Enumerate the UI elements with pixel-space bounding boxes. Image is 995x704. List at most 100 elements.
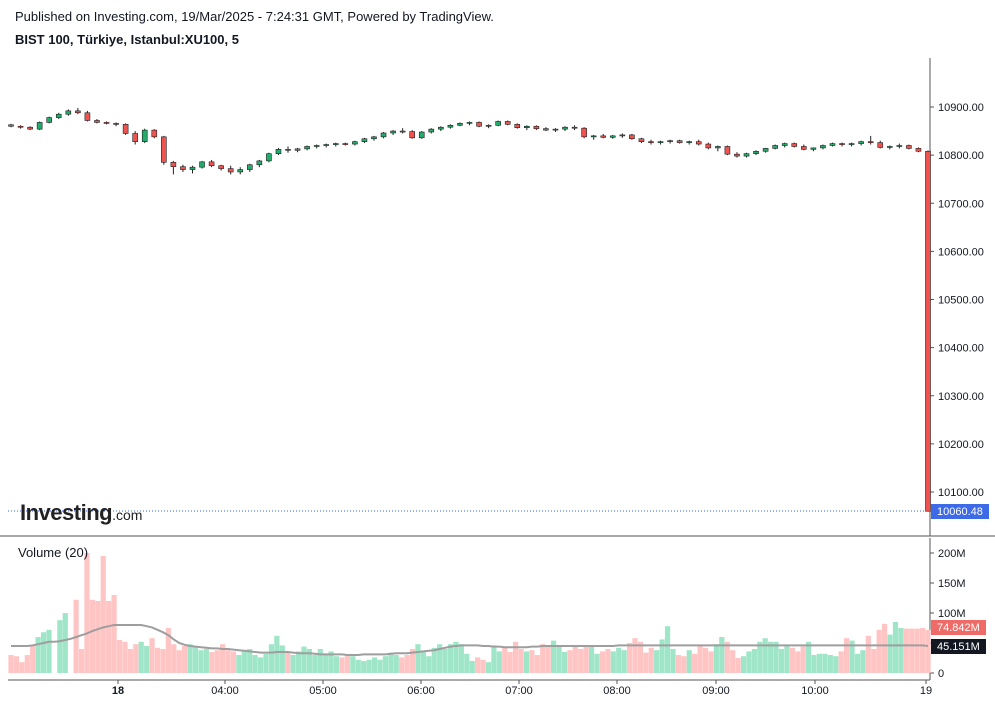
volume-bar — [404, 655, 410, 673]
volume-bar — [84, 553, 90, 673]
candle-body-up — [686, 141, 692, 143]
candle-body-down — [734, 153, 740, 157]
candle — [514, 123, 521, 129]
volume-bar — [583, 646, 589, 673]
candle — [705, 142, 712, 150]
price-tick-label: 10100.00 — [938, 487, 984, 499]
candle-body-down — [839, 143, 845, 145]
candle — [36, 121, 43, 131]
volume-bar — [730, 650, 736, 673]
volume-bar — [594, 653, 600, 673]
candle-body-up — [762, 148, 769, 152]
published-caption: Published on Investing.com, 19/Mar/2025 … — [15, 9, 494, 24]
volume-tick-label: 0 — [938, 668, 944, 680]
candle-body-up — [753, 150, 759, 154]
candle-body-up — [65, 110, 72, 115]
volume-bar — [426, 656, 432, 673]
price-tick-label: 10500.00 — [938, 295, 984, 307]
volume-bar — [540, 644, 546, 673]
volume-bar — [24, 655, 30, 673]
candle-body-up — [562, 126, 568, 130]
candle — [485, 124, 492, 129]
volume-bar — [133, 644, 139, 673]
time-tick-label: 07:00 — [505, 685, 533, 697]
volume-bar — [681, 656, 687, 673]
time-tick-label: 19 — [920, 685, 932, 697]
volume-ma-badge — [931, 639, 986, 654]
volume-bar — [784, 645, 790, 673]
volume-bar — [789, 647, 795, 673]
candle-body-up — [46, 117, 53, 123]
candle — [390, 130, 396, 135]
volume-bar — [8, 655, 14, 673]
candle-body-up — [332, 143, 339, 145]
volume-bar — [876, 629, 882, 673]
volume-bar — [637, 641, 644, 673]
candle-body-up — [609, 135, 616, 138]
volume-bar — [616, 647, 622, 673]
volume-bar — [724, 641, 730, 673]
volume-bar — [78, 649, 85, 673]
volume-bar — [361, 661, 367, 673]
volume-bar — [578, 649, 584, 673]
candle — [495, 120, 501, 127]
volume-bar — [838, 651, 844, 673]
candle — [409, 130, 415, 139]
candle — [122, 123, 129, 135]
volume-bar — [588, 646, 595, 673]
price-tick-label: 10900.00 — [938, 102, 984, 114]
volume-bar — [887, 634, 893, 673]
candle — [141, 128, 148, 144]
volume-bar — [480, 659, 486, 673]
candle — [227, 165, 234, 175]
volume-bar — [154, 647, 161, 673]
volume-bar — [198, 650, 204, 673]
candle-body-down — [218, 165, 224, 169]
volume-bar — [914, 628, 920, 673]
volume-bar — [735, 658, 741, 673]
candle-body-up — [886, 146, 893, 148]
volume-bar — [409, 649, 416, 673]
candle-body-up — [256, 160, 263, 166]
candle-body-up — [323, 144, 330, 146]
volume-bar — [30, 646, 36, 673]
volume-bar — [903, 628, 909, 673]
volume-bar — [458, 644, 464, 673]
candle — [189, 165, 196, 174]
candle-body-up — [715, 146, 721, 149]
candle-body-down — [342, 143, 349, 145]
volume-bar — [274, 635, 280, 673]
volume-bar — [301, 646, 307, 673]
price-tick-label: 10300.00 — [938, 391, 984, 403]
candle — [571, 125, 578, 131]
candle-body-up — [199, 161, 205, 168]
candle-body-up — [294, 148, 301, 151]
candle-body-down — [103, 122, 110, 124]
volume-bar — [827, 655, 833, 673]
volume-bar — [214, 650, 220, 673]
time-tick-label: 18 — [112, 685, 124, 697]
candle — [743, 152, 750, 158]
candle — [132, 131, 138, 145]
candle-body-up — [820, 145, 826, 149]
volume-bar — [236, 655, 242, 673]
volume-bar — [849, 640, 855, 673]
volume-bar — [62, 613, 68, 673]
time-axis-ticks: 18 04:00 05:00 06:00 07:00 08:00 09:00 10:00 19 — [112, 680, 932, 697]
candle — [208, 159, 215, 168]
candle — [600, 133, 607, 139]
candle-body-up — [361, 138, 368, 142]
candle-body-down — [151, 129, 158, 138]
volume-bar — [100, 556, 106, 673]
volume-bar — [285, 652, 291, 673]
candle-body-up — [743, 153, 750, 157]
volume-bar — [355, 659, 361, 673]
volume-bar — [431, 647, 437, 673]
volume-bar — [881, 623, 888, 673]
candle — [476, 121, 482, 128]
volume-bar — [144, 646, 150, 673]
candle-body-down — [84, 112, 91, 121]
candle-body-down — [504, 121, 511, 125]
volume-bar — [306, 649, 313, 673]
